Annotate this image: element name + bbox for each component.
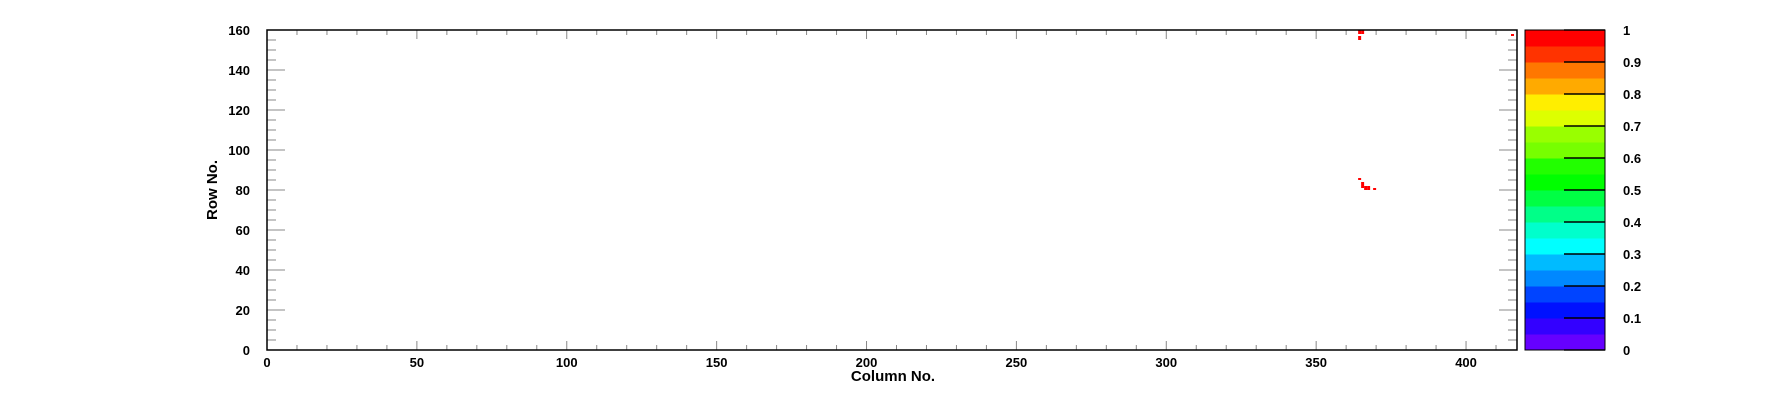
palette-band: [1525, 318, 1605, 335]
y-tick-label: 80: [236, 183, 250, 198]
palette-band: [1525, 302, 1605, 319]
x-tick-label: 50: [410, 355, 424, 370]
x-axis-title: Column No.: [851, 368, 935, 385]
palette-band: [1525, 142, 1605, 159]
palette-band: [1525, 238, 1605, 255]
colorbar-tick-label: 0.2: [1623, 279, 1641, 294]
y-tick-label: 140: [228, 63, 250, 78]
y-tick-label: 60: [236, 223, 250, 238]
colorbar-tick-label: 1: [1623, 23, 1630, 38]
x-tick-label: 350: [1305, 355, 1327, 370]
x-tick-label: 300: [1155, 355, 1177, 370]
colorbar-tick-label: 0.6: [1623, 151, 1641, 166]
palette-band: [1525, 270, 1605, 287]
x-tick-label: 250: [1006, 355, 1028, 370]
heatmap-cell: [1373, 188, 1377, 190]
y-axis-title: Row No.: [204, 160, 221, 220]
colorbar-tick-label: 0.1: [1623, 311, 1641, 326]
palette-band: [1525, 110, 1605, 127]
color-palette: 0 0.1 0.2 0.3 0.4 0.5 0.6 0.7 0.8 0.9 1: [1524, 23, 1642, 358]
heatmap-cell: [1358, 32, 1362, 34]
y-tick-label: 160: [228, 23, 250, 38]
palette-band: [1525, 254, 1605, 271]
y-tick-label: 0: [243, 343, 250, 358]
heatmap-cell: [1361, 32, 1365, 34]
heatmap-cell: [1511, 34, 1515, 36]
colorbar-tick-label: 0.9: [1623, 55, 1641, 70]
x-tick-label: 100: [556, 355, 578, 370]
heatmap-cells: [1358, 30, 1515, 190]
colorbar-tick-label: 0.5: [1623, 183, 1641, 198]
colorbar-tick-label: 0.3: [1623, 247, 1641, 262]
heatmap-cell: [1367, 188, 1371, 190]
x-tick-label: 150: [706, 355, 728, 370]
palette-band: [1525, 190, 1605, 207]
palette-band: [1525, 286, 1605, 303]
y-tick-label: 20: [236, 303, 250, 318]
plot-frame: [266, 29, 1518, 351]
palette-band: [1525, 158, 1605, 175]
palette-band: [1525, 222, 1605, 239]
colorbar-tick-label: 0: [1623, 343, 1630, 358]
colorbar-tick-label: 0.4: [1623, 215, 1642, 230]
heatmap-cell: [1358, 36, 1362, 38]
palette-band: [1525, 334, 1605, 351]
palette-band: [1525, 62, 1605, 79]
palette-band: [1525, 174, 1605, 191]
colorbar-tick-label: 0.8: [1623, 87, 1641, 102]
y-tick-label: 40: [236, 263, 250, 278]
palette-band: [1525, 126, 1605, 143]
x-tick-label: 400: [1455, 355, 1477, 370]
palette-band: [1525, 94, 1605, 111]
heatmap-cell: [1364, 188, 1368, 190]
palette-band: [1525, 206, 1605, 223]
x-tick-label: 0: [263, 355, 270, 370]
heatmap-cell: [1361, 182, 1365, 184]
heatmap-cell: [1361, 186, 1365, 188]
y-tick-label: 120: [228, 103, 250, 118]
heatmap-cell: [1361, 30, 1365, 32]
palette-band: [1525, 46, 1605, 63]
colorbar-tick-label: 0.7: [1623, 119, 1641, 134]
palette-band: [1525, 30, 1605, 47]
heatmap-cell: [1364, 186, 1368, 188]
heatmap-cell: [1358, 30, 1362, 32]
heatmap-cell: [1367, 186, 1371, 188]
heatmap-cell: [1361, 184, 1365, 186]
axes: 0 50 100 150 200 250 300 350 400 0 20 40 60 80 100 120 1…: [228, 23, 1517, 370]
heatmap-cell: [1358, 178, 1362, 180]
y-tick-label: 100: [228, 143, 250, 158]
heatmap-cell: [1358, 38, 1362, 40]
x-tick-label: 200: [856, 355, 878, 370]
palette-band: [1525, 78, 1605, 95]
